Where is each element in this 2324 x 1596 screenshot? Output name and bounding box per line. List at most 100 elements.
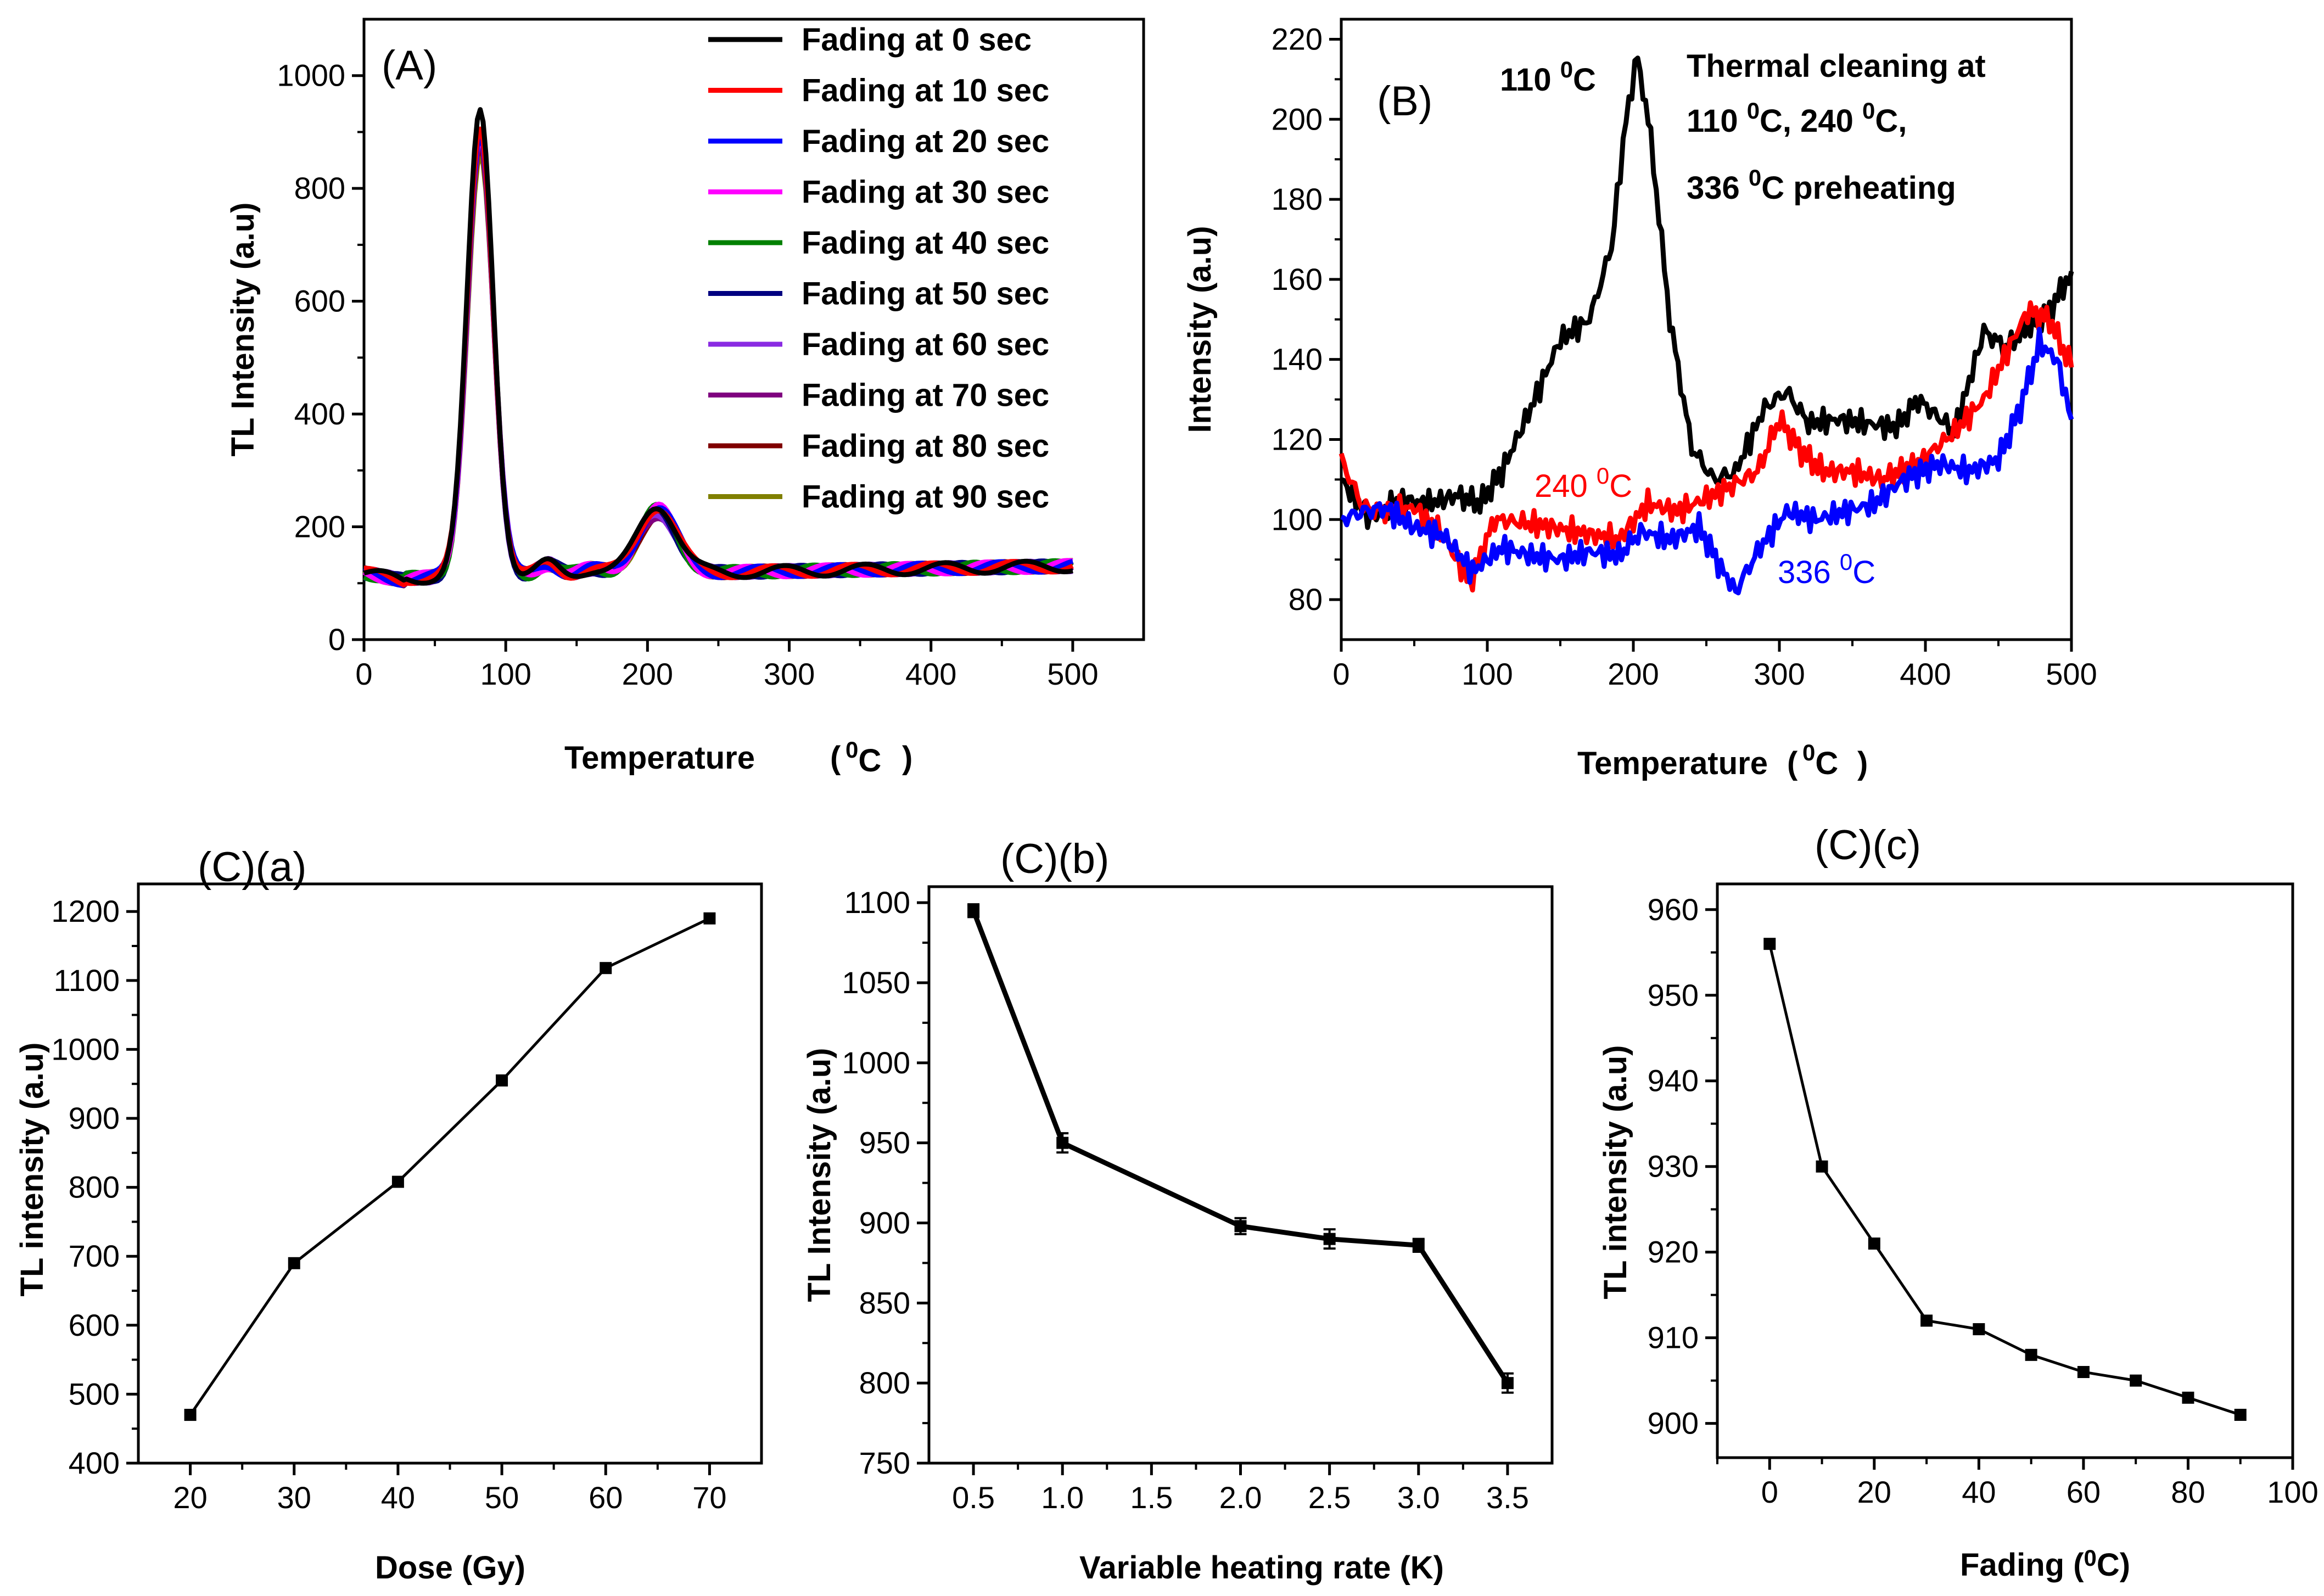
panel-a-xlabel: Temperature bbox=[564, 740, 755, 776]
panel-cb-data-point bbox=[1323, 1233, 1336, 1245]
panel-a-legend-entry-8: Fading at 80 sec bbox=[802, 428, 1049, 464]
panel-ca-data-point bbox=[184, 1409, 197, 1421]
panel-b-xtick-label: 500 bbox=[2046, 657, 2097, 691]
panel-ca: 20 30 40 50 60 70 400 500 600 700 800 900 1000 1100 12… bbox=[14, 844, 763, 1586]
panel-ca-frame bbox=[137, 882, 763, 1465]
panel-a-frame bbox=[362, 18, 1145, 641]
panel-ca-ytick-label: 800 bbox=[69, 1170, 120, 1205]
panel-ca-ytick-label: 1100 bbox=[54, 963, 120, 998]
panel-cc-ytick-label: 960 bbox=[1648, 892, 1699, 927]
panel-cb-ytick-label: 950 bbox=[859, 1125, 910, 1160]
panel-cc-data-point bbox=[2130, 1374, 2142, 1387]
panel-a-legend-entry-7: Fading at 70 sec bbox=[802, 378, 1049, 413]
panel-cc-label: (C)(c) bbox=[1815, 822, 1921, 869]
panel-ca-data-point bbox=[496, 1074, 508, 1087]
panel-a-series-line-0 bbox=[363, 107, 1073, 586]
panel-ca-xtick-label: 60 bbox=[589, 1480, 623, 1515]
panel-b-xlabel: Temperature bbox=[1577, 746, 1768, 781]
panel-b-series-line-1 bbox=[1339, 300, 2074, 593]
panel-a-legend: Fading at 0 sec Fading at 10 sec Fading at… bbox=[708, 22, 1049, 515]
panel-b-xlabel-open-paren: ( bbox=[1787, 746, 1798, 781]
panel-cb-ytick-label: 900 bbox=[859, 1206, 910, 1240]
panel-b-annotation-line-1: 110 0C, 240 0C, bbox=[1687, 98, 1907, 139]
panel-cb-data-point bbox=[1412, 1239, 1425, 1252]
panel-cc-ytick-label: 950 bbox=[1648, 978, 1699, 1012]
panel-ca-data-point bbox=[600, 962, 612, 975]
panel-b-annotation-part: 336 bbox=[1687, 170, 1749, 206]
panel-cc-data-point bbox=[2025, 1348, 2037, 1361]
panel-b-xtick-label: 0 bbox=[1332, 657, 1349, 691]
panel-a-legend-entry-4: Fading at 40 sec bbox=[802, 225, 1049, 261]
panel-ca-ytick-label: 700 bbox=[69, 1239, 120, 1273]
panel-b-annotation-part: 0 bbox=[1862, 98, 1875, 124]
panel-a-legend-entry-6: Fading at 60 sec bbox=[802, 327, 1049, 362]
panel-b-xtick-label: 100 bbox=[1461, 657, 1513, 691]
panel-b-series-label-unit: C bbox=[1852, 555, 1875, 590]
panel-cb-ytick-label: 750 bbox=[859, 1446, 910, 1480]
panel-b-ytick-label: 120 bbox=[1272, 422, 1323, 456]
panel-ca-xtick-label: 70 bbox=[692, 1480, 726, 1515]
panel-a-legend-entry-5: Fading at 50 sec bbox=[802, 276, 1049, 312]
panel-cb-ytick-label: 850 bbox=[859, 1285, 910, 1320]
panel-a-axes: 0 100 200 300 400 500 0 200 400 600 800 1000 bbox=[277, 58, 1098, 691]
panel-ca-xtick-label: 20 bbox=[173, 1480, 207, 1515]
panel-b-xlabel-unit-sup: 0 bbox=[1802, 740, 1815, 765]
panel-a-xlabel-unit: 0C bbox=[845, 737, 881, 779]
panel-b-xtick-label: 300 bbox=[1754, 657, 1805, 691]
panel-b-ytick-label: 80 bbox=[1289, 582, 1323, 617]
panel-ca-ytick-label: 1000 bbox=[51, 1032, 120, 1066]
panel-cb-data-point bbox=[1501, 1377, 1514, 1390]
panel-a-xtick-label: 100 bbox=[480, 657, 531, 691]
panel-a-label: (A) bbox=[382, 42, 437, 89]
panel-ca-data-point bbox=[703, 912, 716, 925]
panel-cb-ytick-label: 800 bbox=[859, 1365, 910, 1400]
panel-b-xtick-label: 200 bbox=[1608, 657, 1659, 691]
panel-cc-data-point bbox=[1868, 1237, 1880, 1250]
panel-cb-xlabel: Variable heating rate (K) bbox=[1079, 1550, 1444, 1586]
panel-cc-series bbox=[1763, 938, 2247, 1421]
panel-cb-axes: 0.5 1.0 1.5 2.0 2.5 3.0 3.5 750 800 850 900 950 1000… bbox=[842, 885, 1528, 1515]
panel-cb-xtick-label: 1.0 bbox=[1041, 1480, 1084, 1515]
panel-ca-ylabel: TL intensity (a.u) bbox=[14, 1043, 50, 1297]
panel-ca-series-line bbox=[189, 917, 710, 1416]
panel-ca-xtick-label: 30 bbox=[277, 1480, 311, 1515]
panel-cc-xlabel: Fading (0C) bbox=[1960, 1545, 2130, 1583]
panel-cb-data-point bbox=[967, 904, 980, 917]
panel-ca-ytick-label: 500 bbox=[69, 1376, 120, 1411]
panel-cb-ytick-label: 1050 bbox=[842, 965, 910, 1000]
panel-b-annotation: Thermal cleaning at 110 0C, 240 0C, 336 0C… bbox=[1687, 48, 1986, 206]
panel-a-legend-entry-9: Fading at 90 sec bbox=[802, 479, 1049, 515]
panel-b-annotation-part: Thermal cleaning at bbox=[1687, 48, 1986, 84]
panel-cb-data-point bbox=[1056, 1136, 1069, 1149]
panel-b-axes: 0 100 200 300 400 500 80 100 120 140 160 180 200 220 bbox=[1272, 21, 2097, 691]
panel-a-ytick-label: 200 bbox=[294, 509, 345, 544]
panel-a-xlabel-unit-c: C bbox=[858, 743, 881, 779]
panel-ca-label: (C)(a) bbox=[198, 844, 306, 891]
panel-cc-xlabel-main: Fading ( bbox=[1960, 1547, 2084, 1583]
panel-cc-ytick-label: 900 bbox=[1648, 1406, 1699, 1441]
panel-cc-xtick-label: 80 bbox=[2171, 1475, 2205, 1509]
panel-b-series-label-1: 240 0C bbox=[1535, 463, 1632, 504]
panel-ca-axes: 20 30 40 50 60 70 400 500 600 700 800 900 1000 1100 12… bbox=[51, 894, 726, 1515]
panel-b-annotation-part: 0 bbox=[1747, 98, 1760, 124]
panel-cc-xtick-label: 100 bbox=[2267, 1475, 2318, 1509]
panel-b-annotation-part: 110 bbox=[1687, 103, 1747, 139]
panel-b-annotation-part: C, 240 bbox=[1760, 103, 1862, 139]
panel-b-xtick-label: 400 bbox=[1900, 657, 1951, 691]
panel-b-series-label-0: 110 0C bbox=[1500, 57, 1596, 98]
panel-ca-ytick-label: 900 bbox=[69, 1101, 120, 1135]
panel-cb-xtick-label: 0.5 bbox=[952, 1480, 995, 1515]
panel-cc-ytick-label: 920 bbox=[1648, 1235, 1699, 1269]
panel-b-xlabel-unit-c: C bbox=[1815, 746, 1838, 781]
panel-b-series-labels: 110 0C 240 0C 336 0 C bbox=[1500, 57, 1875, 590]
panel-a-ytick-label: 400 bbox=[294, 396, 345, 431]
panel-a-series-lines bbox=[362, 107, 1074, 589]
panel-b-ytick-label: 160 bbox=[1272, 262, 1323, 296]
panel-cc-ytick-label: 910 bbox=[1648, 1320, 1699, 1355]
panel-ca-xtick-label: 50 bbox=[485, 1480, 519, 1515]
panel-a-ytick-label: 600 bbox=[294, 284, 345, 318]
panel-a-legend-entry-1: Fading at 10 sec bbox=[802, 73, 1049, 109]
panel-cc-ytick-label: 940 bbox=[1648, 1063, 1699, 1098]
panel-cb-ylabel: TL Intensity (a.u) bbox=[802, 1048, 837, 1302]
panel-a-xtick-label: 200 bbox=[622, 657, 673, 691]
